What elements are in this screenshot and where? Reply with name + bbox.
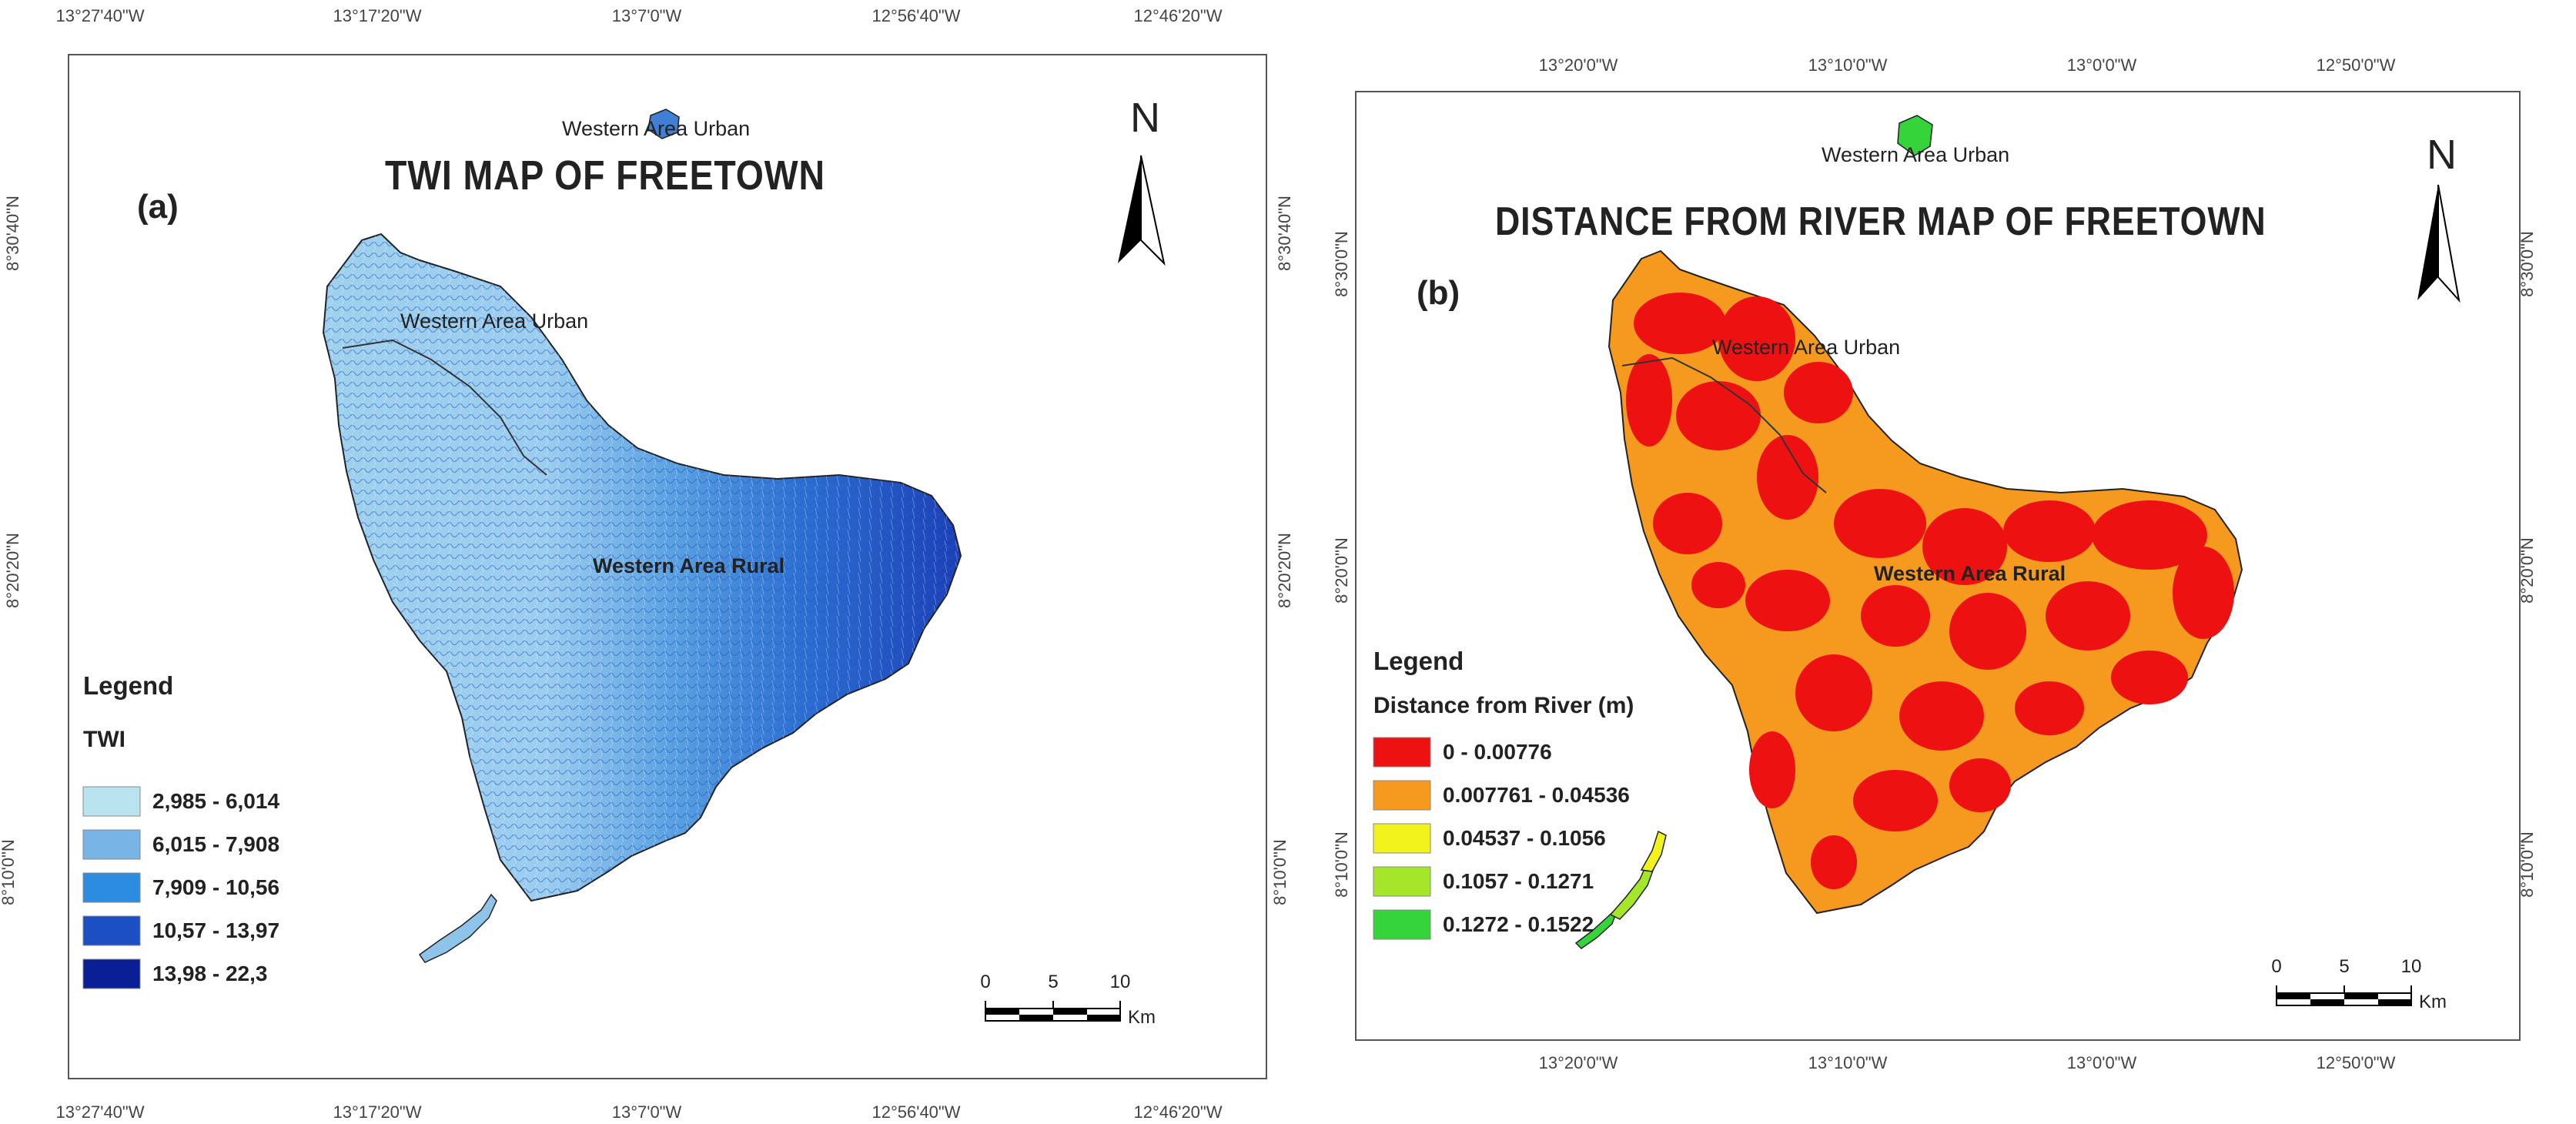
place-label-rural-a: Western Area Rural (593, 554, 785, 577)
legend-label-b-4: 0.1057 - 0.1271 (1443, 869, 1594, 893)
panel-label-a: (a) (137, 188, 179, 226)
north-label-b: N (2427, 132, 2457, 178)
panel-label-b: (b) (1417, 274, 1460, 312)
tick-left-b-3: 8°10'0"N (1331, 831, 1351, 898)
tick-bottom-4: 12°56'40"W (871, 1102, 961, 1122)
tick-left-2: 8°20'20"N (2, 533, 22, 608)
tick-left-1: 8°30'40"N (2, 196, 22, 271)
scale-label-a-5: 5 (1048, 972, 1059, 992)
scale-label-a-0: 0 (980, 972, 991, 992)
tick-bottom-1: 13°27'40"W (55, 1102, 145, 1122)
map-frame-distance: (b) DISTANCE FROM RIVER MAP OF FREETOWN … (1355, 91, 2521, 1041)
tick-right-1: 8°30'40"N (1274, 196, 1294, 271)
legend-swatch-b-2 (1373, 780, 1431, 811)
map-frame-twi: (a) TWI MAP OF FREETOWN Western Area Urb… (68, 54, 1267, 1079)
tick-right-2: 8°20'20"N (1274, 533, 1294, 608)
distance-red-zones (1626, 293, 2234, 889)
legend-label-a-5: 13,98 - 22,3 (152, 962, 268, 985)
urban-rural-boundary (342, 339, 547, 476)
legend-heading-a: Legend (83, 671, 174, 700)
twi-island-south (418, 893, 497, 963)
legend-swatch-a-5 (82, 958, 141, 989)
scale-bar-a (985, 1001, 1121, 1022)
legend-swatch-b-4 (1373, 866, 1431, 897)
legend-heading-b: Legend (1373, 647, 1464, 675)
legend-label-b-5: 0.1272 - 0.1522 (1443, 912, 1594, 936)
tick-top-1: 13°27'40"W (55, 6, 145, 25)
distance-island-south (1574, 830, 1667, 949)
place-label-urban-b: Western Area Urban (1712, 336, 1901, 359)
distance-map-svg (1373, 115, 2461, 1006)
tick-bottom-5: 12°46'20"W (1133, 1102, 1223, 1122)
legend-label-a-4: 10,57 - 13,97 (152, 918, 280, 942)
tick-left-3: 8°10'0"N (0, 839, 18, 905)
tick-bottom-2: 13°17'20"W (333, 1102, 422, 1122)
tick-top-4: 12°56'40"W (871, 6, 961, 25)
tick-bottom-b-1: 13°20'0"W (1538, 1053, 1618, 1072)
tick-top-b-1: 13°20'0"W (1538, 55, 1618, 75)
tick-left-b-1: 8°30'0"N (1331, 231, 1351, 297)
urban-rural-boundary-b (1621, 356, 1827, 493)
legend-swatch-b-1 (1373, 737, 1431, 768)
north-label-a: N (1130, 95, 1160, 141)
tick-top-b-4: 12°50'0"W (2316, 55, 2396, 75)
tick-bottom-b-4: 12°50'0"W (2316, 1053, 2396, 1072)
scale-bar-b (2276, 985, 2412, 1006)
legend-label-a-2: 6,015 - 7,908 (152, 832, 280, 856)
twi-island-north (647, 109, 680, 139)
scale-label-b-5: 5 (2339, 956, 2350, 977)
scale-unit-b: Km (2419, 992, 2447, 1012)
tick-right-3: 8°10'0"N (1270, 839, 1290, 905)
legend-title-a: TWI (83, 727, 125, 752)
legend-label-a-1: 2,985 - 6,014 (152, 789, 280, 813)
place-label-urban-top-b: Western Area Urban (1822, 143, 2010, 166)
place-label-urban-top-a: Western Area Urban (562, 117, 751, 140)
place-label-urban-a: Western Area Urban (400, 309, 589, 333)
legend-swatch-a-3 (82, 872, 141, 903)
north-arrow-a (1118, 155, 1166, 266)
map-title-b: DISTANCE FROM RIVER MAP OF FREETOWN (1495, 199, 2267, 244)
scale-label-a-10: 10 (1109, 972, 1131, 992)
tick-top-2: 13°17'20"W (333, 6, 422, 25)
legend-swatch-a-4 (82, 915, 141, 946)
tick-top-3: 13°7'0"W (611, 6, 682, 25)
legend-label-b-1: 0 - 0.00776 (1443, 740, 1552, 764)
legend-swatch-b-3 (1373, 823, 1431, 854)
scale-label-b-10: 10 (2400, 956, 2422, 977)
tick-bottom-b-2: 13°10'0"W (1808, 1053, 1888, 1072)
scale-unit-a: Km (1128, 1007, 1156, 1028)
scale-label-b-0: 0 (2271, 956, 2282, 977)
twi-map-svg (82, 109, 1166, 1022)
place-label-rural-b: Western Area Rural (1874, 562, 2066, 585)
legend-label-a-3: 7,909 - 10,56 (152, 875, 280, 899)
legend-title-b: Distance from River (m) (1373, 693, 1634, 718)
map-title-a: TWI MAP OF FREETOWN (385, 152, 825, 199)
tick-top-b-3: 13°0'0"W (2066, 55, 2137, 75)
tick-bottom-3: 13°7'0"W (611, 1102, 682, 1122)
tick-top-b-2: 13°10'0"W (1808, 55, 1888, 75)
legend-swatch-a-2 (82, 829, 141, 860)
legend-swatch-b-5 (1373, 909, 1431, 940)
tick-left-b-2: 8°20'0"N (1331, 537, 1351, 604)
north-arrow-b (2417, 184, 2461, 303)
tick-bottom-b-3: 13°0'0"W (2066, 1053, 2137, 1072)
legend-label-b-3: 0.04537 - 0.1056 (1443, 826, 1606, 850)
tick-top-5: 12°46'20"W (1133, 6, 1223, 25)
legend-label-b-2: 0.007761 - 0.04536 (1443, 783, 1630, 807)
legend-swatch-a-1 (82, 786, 141, 817)
twi-texture (323, 234, 961, 901)
distance-island-north (1897, 115, 1933, 156)
